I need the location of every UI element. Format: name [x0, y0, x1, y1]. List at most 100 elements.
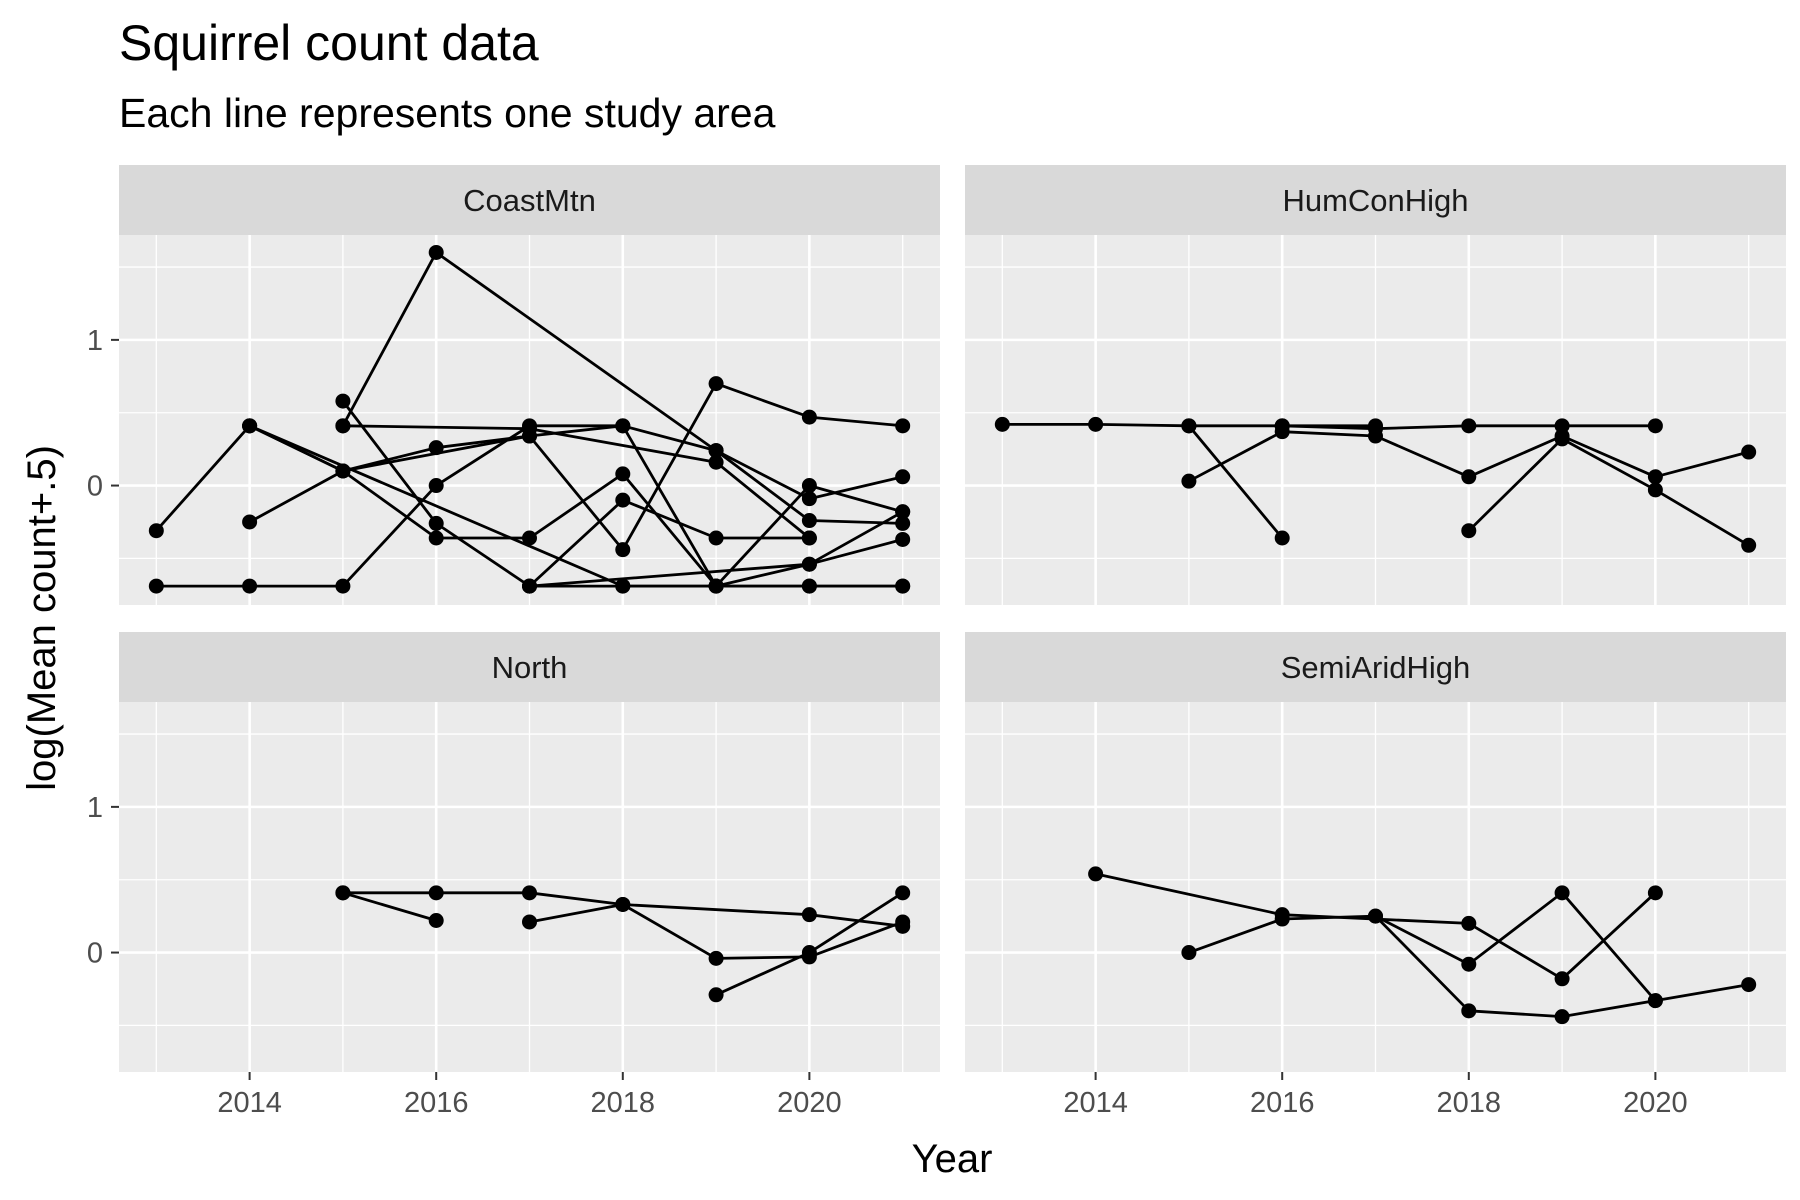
- data-point: [335, 885, 351, 901]
- data-point: [335, 393, 351, 409]
- y-tick-label: 0: [87, 938, 103, 970]
- data-point: [242, 418, 258, 434]
- data-point: [895, 918, 911, 934]
- data-point: [801, 907, 817, 923]
- data-point: [428, 530, 444, 546]
- facet-strip: [965, 165, 1786, 235]
- data-point: [801, 530, 817, 546]
- data-point: [994, 416, 1010, 432]
- data-point: [895, 578, 911, 594]
- x-tick-label: 2020: [777, 1087, 842, 1119]
- data-point: [335, 418, 351, 434]
- data-point: [801, 491, 817, 507]
- data-point: [1274, 530, 1290, 546]
- facet-panel-north: North 0 1 2014 2016 2018 2020: [87, 632, 940, 1119]
- data-point: [1088, 866, 1104, 882]
- x-tick-label: 2016: [1250, 1087, 1315, 1119]
- data-point: [1368, 418, 1383, 434]
- facet-strip-label: HumConHigh: [1282, 183, 1468, 218]
- chart-title: Squirrel count data: [119, 15, 539, 71]
- data-point: [801, 945, 817, 961]
- data-point: [1647, 993, 1663, 1009]
- data-point: [1461, 1003, 1477, 1019]
- data-point: [1647, 469, 1663, 485]
- series-line: [1188, 891, 1657, 1002]
- data-point: [801, 556, 817, 572]
- y-tick-label: 1: [87, 325, 103, 357]
- y-tick-label: 1: [87, 792, 103, 824]
- data-point: [1181, 418, 1197, 434]
- data-point: [1461, 523, 1477, 539]
- data-point: [1461, 956, 1477, 972]
- series-line: [342, 424, 811, 540]
- data-point: [1554, 885, 1570, 901]
- series-line: [529, 903, 903, 928]
- data-point: [895, 504, 911, 520]
- data-point: [708, 530, 724, 546]
- data-point: [148, 523, 164, 539]
- data-point: [522, 914, 537, 930]
- series-line: [1467, 437, 1750, 547]
- data-point: [895, 515, 911, 531]
- y-tick-label: 0: [87, 471, 103, 503]
- data-point: [428, 515, 444, 531]
- facet-strip: [119, 165, 940, 235]
- data-point: [801, 578, 817, 594]
- data-point: [615, 466, 631, 482]
- data-point: [1461, 418, 1477, 434]
- data-point: [1274, 911, 1290, 927]
- x-tick-label: 2018: [591, 1087, 656, 1119]
- data-point: [801, 513, 817, 529]
- data-point: [522, 885, 537, 901]
- data-point: [801, 478, 817, 494]
- facet-strip-label: SemiAridHigh: [1281, 650, 1471, 685]
- data-point: [615, 578, 631, 594]
- data-point: [1647, 418, 1663, 434]
- data-point: [615, 542, 631, 558]
- data-point: [708, 950, 724, 966]
- data-point: [1741, 537, 1757, 553]
- data-point: [708, 443, 724, 459]
- data-point: [895, 885, 911, 901]
- facet-strip-label: North: [492, 650, 568, 685]
- data-point: [1368, 908, 1383, 924]
- data-point: [615, 896, 631, 912]
- facet-panel-semiaridhigh: SemiAridHigh 2014 2016 2018 2020: [965, 632, 1786, 1119]
- facet-panel-coastmtn: CoastMtn 0 1: [87, 165, 940, 605]
- data-point: [1181, 473, 1197, 489]
- data-point: [1741, 444, 1757, 460]
- data-point: [895, 469, 911, 485]
- data-point: [148, 578, 164, 594]
- x-axis-label: Year: [912, 1137, 993, 1181]
- data-point: [335, 578, 351, 594]
- facet-panel-humconhigh: HumConHigh: [965, 165, 1786, 605]
- series-line: [528, 498, 810, 588]
- data-point: [895, 531, 911, 547]
- series-line: [1187, 424, 1284, 539]
- data-point: [428, 244, 444, 260]
- x-tick-label: 2014: [217, 1087, 282, 1119]
- facet-strip: [965, 632, 1786, 702]
- data-point: [1461, 469, 1477, 485]
- x-tick-label: 2016: [404, 1087, 469, 1119]
- facet-strip: [119, 632, 940, 702]
- data-point: [428, 885, 444, 901]
- data-point: [1181, 945, 1197, 961]
- chart-subtitle: Each line represents one study area: [119, 90, 776, 136]
- data-point: [1647, 482, 1663, 498]
- data-point: [522, 421, 537, 437]
- data-point: [801, 409, 817, 425]
- data-point: [708, 454, 724, 470]
- facet-strip-label: CoastMtn: [463, 183, 596, 218]
- data-point: [1554, 971, 1570, 987]
- data-point: [708, 578, 724, 594]
- x-tick-label: 2014: [1063, 1087, 1128, 1119]
- data-point: [1461, 915, 1477, 931]
- data-point: [1741, 977, 1757, 993]
- data-point: [522, 530, 537, 546]
- data-point: [615, 418, 631, 434]
- data-point: [428, 478, 444, 494]
- data-point: [522, 578, 537, 594]
- data-point: [1554, 1009, 1570, 1025]
